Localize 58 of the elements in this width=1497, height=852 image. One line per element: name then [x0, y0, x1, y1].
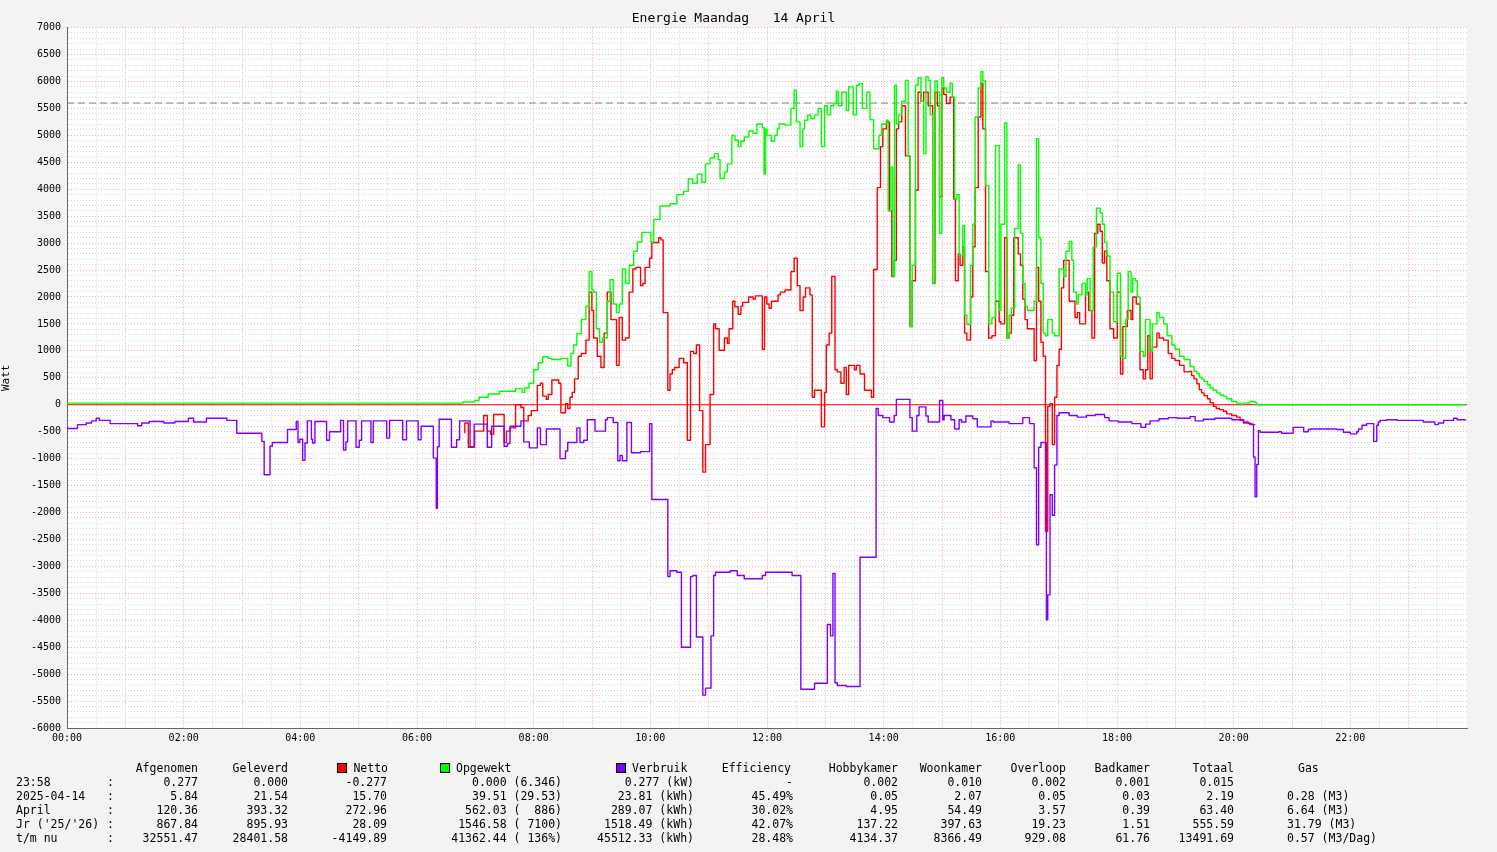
y-tick-label: 5500 [36, 102, 61, 114]
x-tick-label: 14:00 [868, 731, 899, 743]
text: Jr ('25/'26) : 867.84 895.93 28.09 1546.58 ( 7100) 1518.49 (kWh) 42.07% 137.22 397.63 19.23 1.51 555.59 31.79 (M3) [16, 817, 1357, 831]
text: Efficiency [721, 761, 791, 775]
y-tick-label: -4000 [30, 613, 61, 625]
x-tick-label: 16:00 [985, 731, 1016, 743]
y-tick-label: -500 [36, 425, 61, 437]
text: 2025-04-14 : 5.84 21.54 15.70 39.51 (29.53) 23.81 (kWh) 45.49% 0.05 2.07 0.05 0.03 2.19 0.28 (M3) [16, 789, 1350, 803]
y-tick-label: 2000 [36, 290, 61, 302]
y-tick-label: -5500 [30, 694, 61, 706]
y-tick-label: -6000 [30, 721, 61, 733]
x-tick-label: 00:00 [51, 731, 83, 743]
x-tick-label: 08:00 [518, 731, 549, 743]
text: Woonkamer [919, 761, 982, 775]
text: Overloop [1010, 761, 1066, 775]
y-tick-label: 3000 [36, 236, 61, 248]
chart-title: Energie Maandag 14 April [631, 10, 836, 26]
legend-label: Verbruik [631, 761, 688, 775]
y-tick-label: -5000 [30, 667, 61, 679]
x-tick-label: 10:00 [635, 731, 666, 743]
text: t/m nu : 32551.47 28401.58 -4149.89 41362.44 ( 136%) 45512.33 (kWh) 28.48% 4134.37 8366.49 929.08 61.76 13491.69 0.57 (M3/Dag) [16, 831, 1378, 845]
y-tick-label: 2500 [36, 263, 61, 275]
y-tick-label: 7000 [36, 21, 61, 33]
x-tick-label: 02:00 [168, 731, 199, 743]
y-tick-label: 0 [54, 398, 61, 410]
y-tick-label: 1000 [36, 344, 61, 356]
text: Gas [1298, 761, 1319, 775]
text: Afgenomen [135, 761, 198, 775]
y-tick-label: -3500 [30, 586, 61, 598]
y-tick-label: -2500 [30, 533, 61, 545]
legend-label: Netto [352, 761, 388, 775]
y-axis-title: Watt [0, 364, 13, 392]
y-tick-label: 500 [42, 371, 61, 383]
y-tick-label: 1500 [36, 317, 61, 329]
x-tick-label: 06:00 [401, 731, 433, 743]
y-tick-label: -3000 [30, 559, 61, 571]
y-tick-label: 6500 [36, 48, 61, 60]
text: Hobbykamer [828, 761, 898, 775]
y-tick-label: -1500 [30, 479, 61, 491]
x-tick-label: 22:00 [1335, 731, 1366, 743]
legend-label: Opgewekt [455, 761, 512, 775]
y-tick-label: 4000 [36, 182, 61, 194]
x-tick-label: 12:00 [751, 731, 783, 743]
x-tick-label: 04:00 [285, 731, 316, 743]
x-tick-label: 20:00 [1218, 731, 1249, 743]
y-tick-label: -2000 [30, 506, 61, 518]
text: Badkamer [1094, 761, 1150, 775]
text: Geleverd [232, 761, 288, 775]
y-tick-label: -4500 [30, 640, 61, 652]
y-tick-label: 3500 [36, 209, 61, 221]
y-tick-label: 6000 [36, 75, 61, 87]
y-tick-label: 4500 [36, 155, 61, 167]
y-tick-label: -1000 [30, 452, 61, 464]
text: Totaal [1192, 761, 1234, 775]
y-tick-label: 5000 [36, 128, 61, 140]
text: 23:58 : 0.277 0.000 -0.277 0.000 (6.346) 0.277 (kW) - 0.002 0.010 0.002 0.001 0.015 [16, 775, 1234, 789]
text: April : 120.36 393.32 272.96 562.03 ( 886) 289.07 (kWh) 30.02% 4.95 54.49 3.57 0.39 63.40 6.64 (M3) [16, 803, 1350, 817]
x-tick-label: 18:00 [1101, 731, 1133, 743]
